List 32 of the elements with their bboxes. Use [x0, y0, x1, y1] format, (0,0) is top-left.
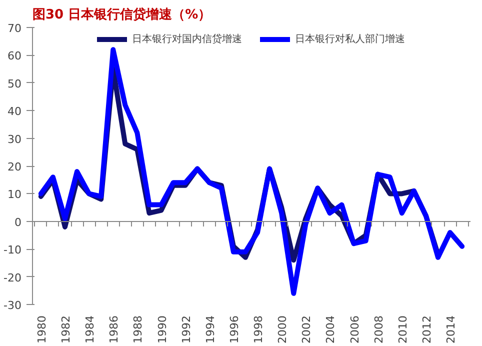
- x-tick-label: 2008: [372, 315, 386, 344]
- y-tick-label: 20: [8, 160, 22, 174]
- x-tick-label: 2000: [276, 315, 290, 344]
- x-tick-label: 1980: [35, 315, 48, 344]
- x-tick-label: 2014: [444, 315, 458, 344]
- x-tick-label: 1994: [204, 315, 217, 344]
- x-tick-label: 1988: [132, 315, 145, 344]
- y-tick-label: 50: [8, 77, 22, 90]
- y-tick-label: 30: [8, 132, 22, 146]
- x-tick-label: 1984: [84, 315, 97, 344]
- x-tick-label: 1992: [180, 315, 193, 344]
- y-tick-label: 10: [8, 188, 22, 202]
- x-tick-label: 2006: [348, 315, 362, 344]
- y-tick-label: -20: [4, 271, 22, 284]
- x-tick-label: 1998: [252, 315, 266, 344]
- legend-label: 日本银行对私人部门增速: [295, 32, 405, 46]
- y-tick-label: 0: [14, 216, 22, 229]
- x-tick-label: 2002: [300, 315, 314, 344]
- chart-title: 图30 日本银行信贷增速（%）: [32, 6, 212, 22]
- x-tick-label: 1986: [108, 315, 121, 344]
- y-tick-label: 70: [8, 22, 22, 35]
- y-tick-label: 60: [8, 50, 22, 63]
- x-tick-label: 1990: [156, 315, 169, 344]
- legend-label: 日本银行对国内信贷增速: [132, 32, 242, 46]
- x-tick-label: 1996: [228, 315, 241, 344]
- x-tick-label: 2012: [420, 315, 434, 344]
- y-tick-label: -10: [4, 244, 22, 257]
- x-tick-label: 2004: [324, 315, 338, 344]
- y-tick-label: 40: [8, 105, 22, 118]
- x-tick-label: 1982: [59, 315, 72, 344]
- x-tick-label: 2010: [396, 315, 410, 344]
- y-tick-label: -30: [4, 299, 22, 312]
